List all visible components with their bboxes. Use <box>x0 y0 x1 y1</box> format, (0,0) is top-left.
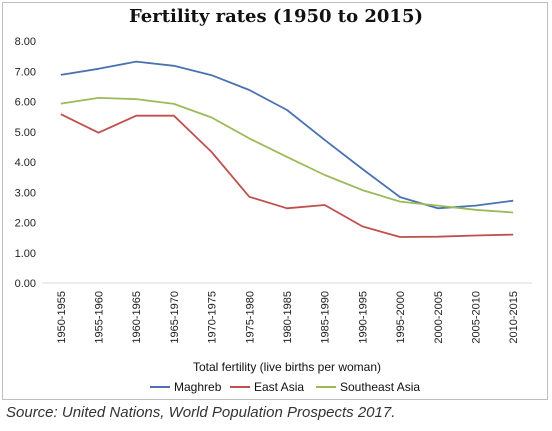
x-tick-label: 1960-1965 <box>131 291 143 344</box>
x-tick-label: 1970-1975 <box>207 291 219 344</box>
legend-label: Maghreb <box>174 380 222 394</box>
series-line-maghreb <box>60 60 514 210</box>
series-line-east-asia <box>60 113 514 238</box>
series-line-southeast-asia <box>60 97 514 214</box>
x-tick-label: 2005-2010 <box>470 291 482 344</box>
x-tick-label: 1975-1980 <box>244 291 256 344</box>
y-tick-label: 2.00 <box>15 218 36 230</box>
x-tick-label: 1990-1995 <box>357 291 369 344</box>
x-tick-label: 1950-1955 <box>56 291 68 344</box>
x-tick-label: 1995-2000 <box>395 291 407 344</box>
y-tick-label: 4.00 <box>15 157 36 169</box>
y-axis: 0.00 1.00 2.00 3.00 4.00 5.00 6.00 7.00 8.00 <box>15 36 36 290</box>
y-tick-label: 7.00 <box>15 66 36 78</box>
x-tick-label: 2000-2005 <box>433 291 445 344</box>
x-tick-label: 1955-1960 <box>94 291 106 344</box>
y-tick-label: 6.00 <box>15 97 36 109</box>
legend-label: Southeast Asia <box>340 380 420 394</box>
legend-label: East Asia <box>254 380 304 394</box>
x-axis-label: Total fertility (live births per woman) <box>193 360 381 374</box>
source-note: Source: United Nations, World Population… <box>6 404 396 421</box>
x-tick-label: 1985-1990 <box>320 291 332 344</box>
y-tick-label: 0.00 <box>15 278 36 290</box>
y-tick-label: 5.00 <box>15 127 36 139</box>
y-tick-label: 8.00 <box>15 36 36 48</box>
x-tick-label: 1965-1970 <box>169 291 181 344</box>
y-tick-label: 3.00 <box>15 187 36 199</box>
chart-title: Fertility rates (1950 to 2015) <box>129 6 423 27</box>
x-tick-label: 1980-1985 <box>282 291 294 344</box>
x-tick-label: 2010-2015 <box>508 291 520 344</box>
legend: Maghreb East Asia Southeast Asia <box>150 380 420 394</box>
series-lines <box>60 60 514 238</box>
x-axis: 1950-1955 1955-1960 1960-1965 1965-1970 1970… <box>56 291 520 344</box>
chart-frame <box>2 2 548 400</box>
y-tick-label: 1.00 <box>15 248 36 260</box>
